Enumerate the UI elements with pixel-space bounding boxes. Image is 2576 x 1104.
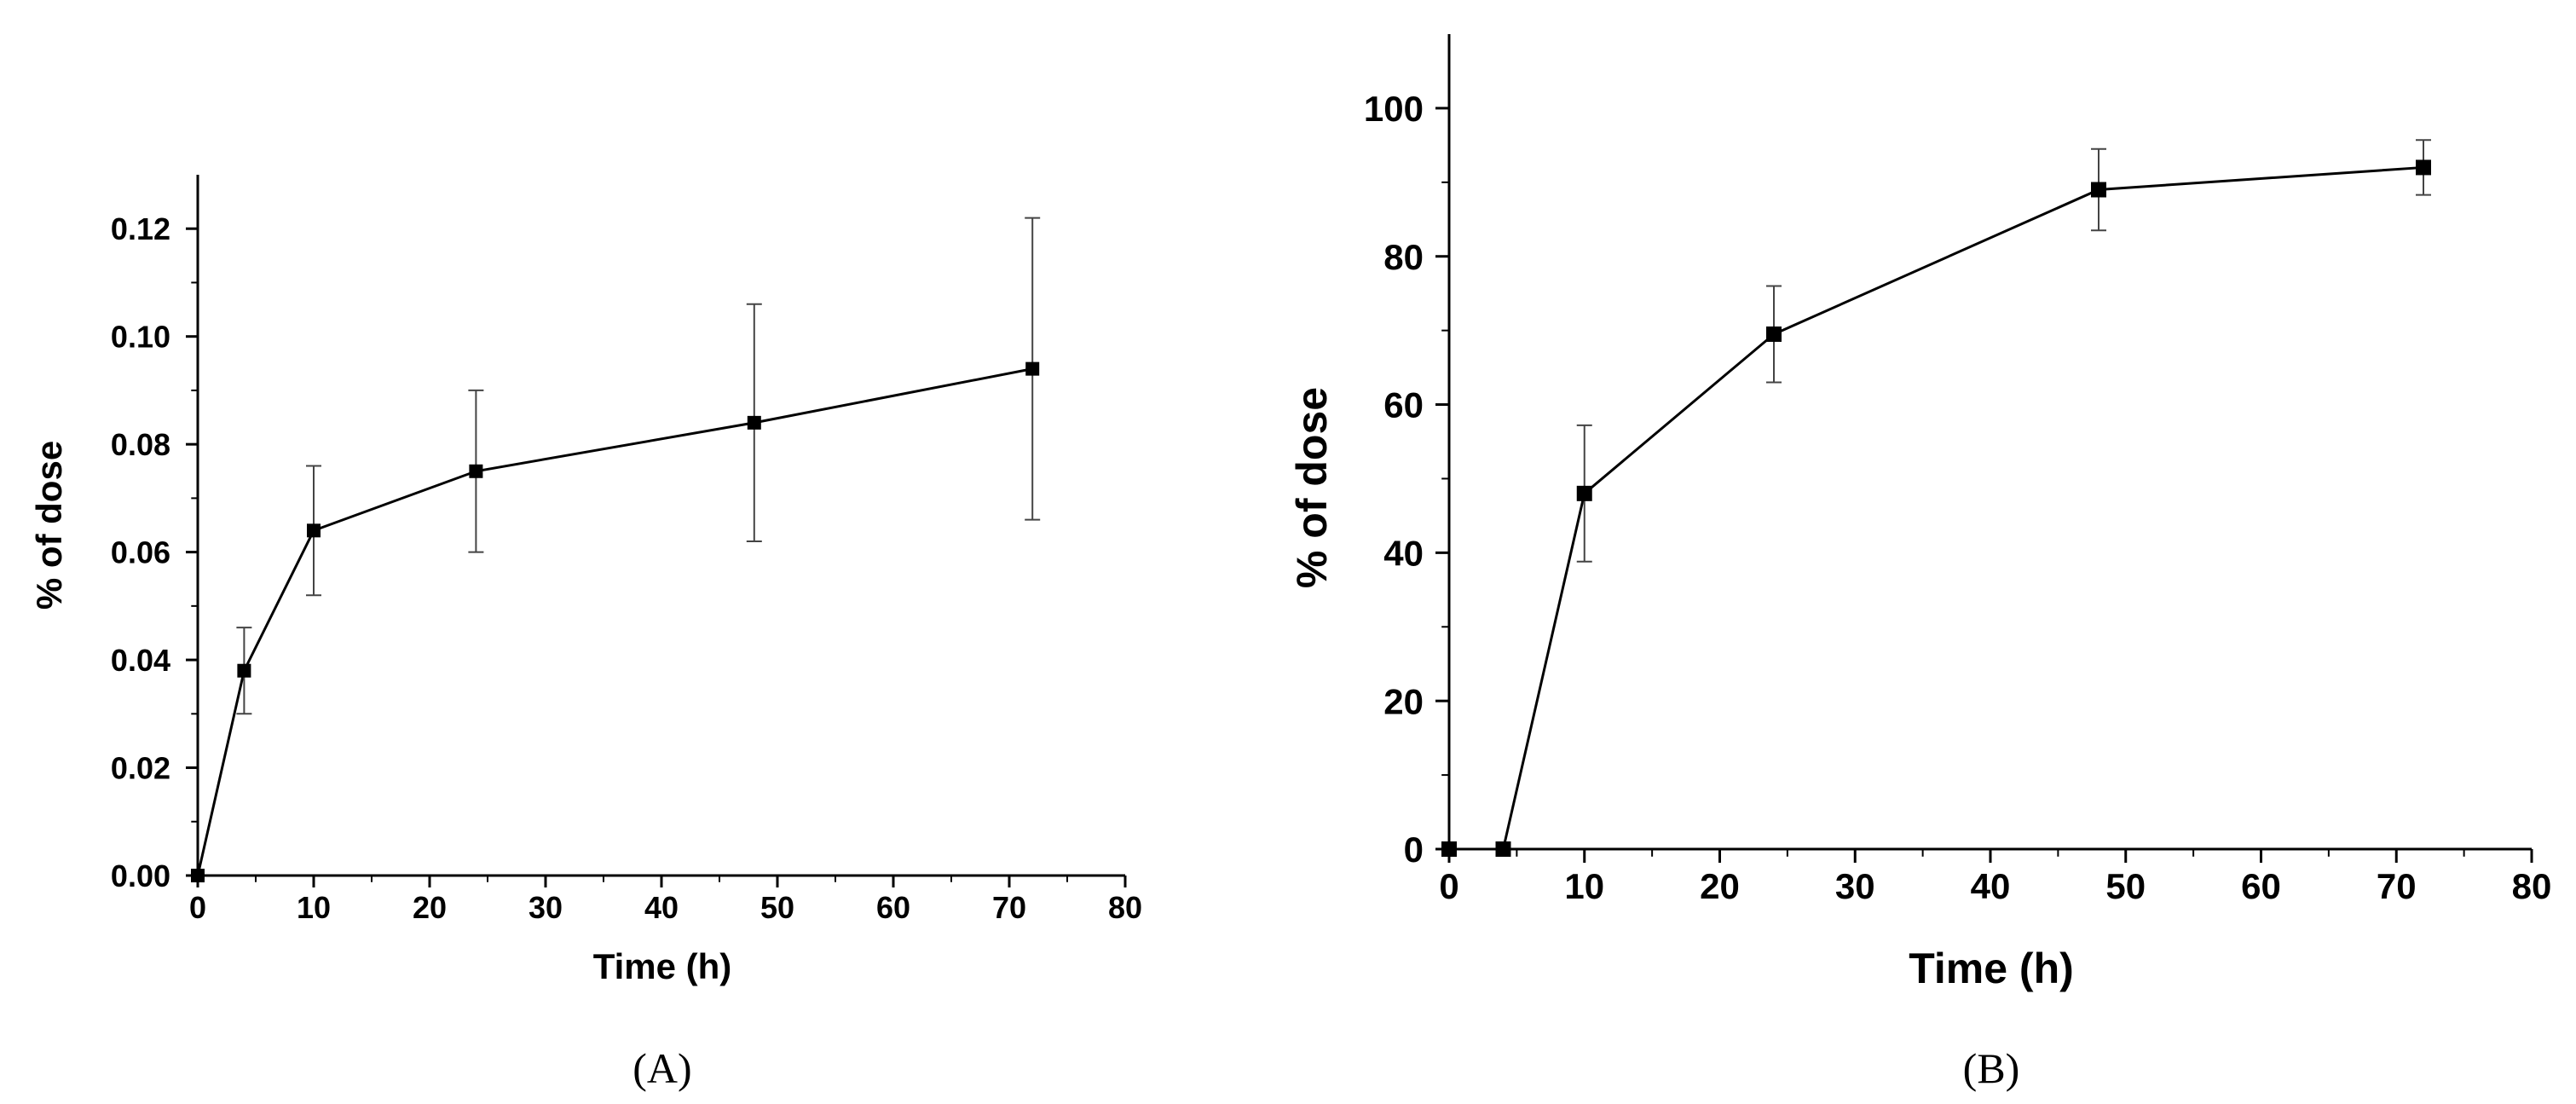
panel-a-data-point xyxy=(237,663,251,678)
panel-a-x-tick-label: 10 xyxy=(297,890,331,925)
panel-b-y-tick-label: 0 xyxy=(1404,829,1424,870)
panel-b-x-tick-label: 20 xyxy=(1700,866,1740,906)
panel-a-x-tick-label: 20 xyxy=(413,890,447,925)
panel-a-data-point xyxy=(469,464,483,478)
panel-b-y-tick-label: 60 xyxy=(1383,385,1424,425)
panel-b-data-point xyxy=(2091,182,2106,198)
panel-a-x-tick-label: 60 xyxy=(876,890,910,925)
panel-a-data-point xyxy=(191,869,205,882)
panel-b-y-tick-label: 100 xyxy=(1364,89,1424,129)
panel-b-x-tick-label: 70 xyxy=(2377,866,2417,906)
panel-b-y-tick-label: 80 xyxy=(1383,237,1424,277)
panel-b-x-tick-label: 40 xyxy=(1971,866,2011,906)
panel-b-x-tick-label: 0 xyxy=(1439,866,1458,906)
panel-b-x-tick-label: 10 xyxy=(1564,866,1604,906)
panel-b-data-point xyxy=(1576,485,1592,501)
panel-b-caption: (B) xyxy=(1963,1044,2020,1092)
panel-b-y-axis-title: % of dose xyxy=(1288,387,1336,588)
panel-a-x-tick-label: 70 xyxy=(992,890,1026,925)
panel-a-y-tick-label: 0.06 xyxy=(111,535,170,570)
panel-b-x-axis-title: Time (h) xyxy=(1909,945,2074,992)
panel-b-plot: 0 10 20 30 40 50 60 70 80 0 20 40 60 80 100 xyxy=(1364,34,2551,906)
panel-a: Time (h) % of dose (A) xyxy=(29,441,731,1092)
panel-a-y-tick-label: 0.08 xyxy=(111,427,170,462)
panel-a-data-point xyxy=(307,523,321,538)
panel-a-y-tick-label: 0.02 xyxy=(111,750,170,785)
panel-b-data-point xyxy=(1495,841,1511,857)
panel-a-data-point xyxy=(1025,361,1040,376)
panel-a-y-tick-label: 0.04 xyxy=(111,643,170,678)
panel-a-x-tick-label: 80 xyxy=(1108,890,1142,925)
panel-a-series-line xyxy=(196,367,1033,876)
panel-b-data-point xyxy=(1441,841,1457,857)
panel-b-data-point xyxy=(1766,326,1782,342)
panel-a-x-axis-title: Time (h) xyxy=(593,946,732,986)
panel-a-x-tick-label: 30 xyxy=(528,890,563,925)
panel-b-x-tick-label: 80 xyxy=(2512,866,2552,906)
panel-b-x-tick-label: 60 xyxy=(2241,866,2281,906)
panel-a-x-tick-label: 0 xyxy=(189,890,206,925)
panel-a-y-tick-label: 0.12 xyxy=(111,211,170,246)
panel-b-series-line xyxy=(1449,165,2424,851)
panel-b-x-tick-label: 30 xyxy=(1835,866,1875,906)
panel-b: Time (h) % of dose (B) xyxy=(1288,387,2074,1092)
panel-a-x-tick-label: 40 xyxy=(644,890,679,925)
panel-b-x-tick-label: 50 xyxy=(2105,866,2146,906)
panel-a-x-tick-label: 50 xyxy=(760,890,794,925)
panel-a-y-tick-label: 0.00 xyxy=(111,858,170,893)
panel-a-plot: 0 10 20 30 40 50 60 70 80 0.00 0.02 0.04 0.06 0.08 0.1… xyxy=(111,175,1142,925)
panel-b-data-point xyxy=(2416,159,2431,176)
panel-a-caption: (A) xyxy=(632,1044,691,1092)
panel-a-y-tick-label: 0.10 xyxy=(111,320,170,355)
panel-b-y-tick-label: 40 xyxy=(1383,533,1424,573)
panel-a-data-point xyxy=(747,415,761,430)
panel-b-y-tick-label: 20 xyxy=(1383,681,1424,721)
panel-a-y-axis-title: % of dose xyxy=(29,441,69,610)
